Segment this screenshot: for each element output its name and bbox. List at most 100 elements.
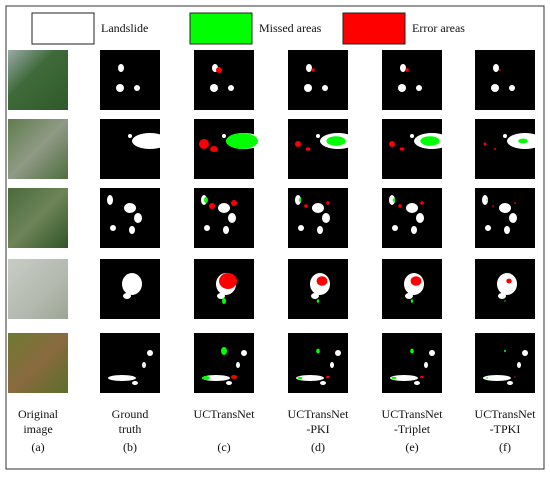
column-caption: -PKI	[306, 422, 329, 436]
landslide-region	[398, 84, 406, 92]
landslide-region	[335, 350, 341, 356]
landslide-region	[228, 85, 234, 91]
landslide-region	[414, 381, 420, 385]
landslide-region	[429, 350, 435, 356]
error-region	[304, 204, 308, 208]
landslide-region	[390, 375, 418, 381]
landslide-region	[124, 203, 136, 213]
landslide-region	[116, 84, 124, 92]
column-letter: (b)	[123, 440, 137, 454]
error-region	[493, 148, 497, 150]
landslide-region	[389, 195, 395, 205]
landslide-region	[493, 64, 499, 72]
column-caption: -TPKI	[490, 422, 521, 436]
landslide-region	[322, 85, 328, 91]
column-letter: (a)	[31, 440, 44, 454]
landslide-region	[134, 85, 140, 91]
landslide-region	[330, 362, 334, 368]
landslide-region	[483, 375, 511, 381]
landslide-region	[142, 362, 146, 368]
error-region	[514, 376, 516, 378]
missed-region	[504, 300, 506, 302]
error-region	[219, 273, 237, 289]
missed-region	[410, 348, 414, 354]
landslide-region	[217, 293, 225, 299]
missed-region	[391, 376, 397, 380]
landslide-region	[304, 84, 312, 92]
column-caption: UCTransNet	[194, 407, 256, 421]
error-region	[209, 203, 215, 209]
landslide-region	[298, 225, 304, 231]
original-image	[8, 333, 68, 393]
frame	[5, 5, 545, 470]
column-letter: (e)	[405, 440, 418, 454]
error-region	[506, 278, 512, 284]
missed-region	[504, 349, 506, 353]
mask-image	[194, 50, 254, 110]
error-region	[231, 200, 237, 206]
missed-region	[518, 138, 528, 144]
landslide-region	[110, 225, 116, 231]
error-region	[398, 204, 402, 208]
landslide-region	[503, 134, 507, 138]
error-region	[326, 375, 330, 379]
landslide-region	[316, 134, 320, 138]
landslide-region	[228, 213, 236, 223]
landslide-region	[128, 134, 132, 138]
landslide-region	[522, 350, 528, 356]
error-region	[399, 147, 405, 151]
error-region	[326, 201, 330, 205]
landslide-region	[405, 293, 413, 299]
mask-image	[288, 119, 348, 179]
landslide-region	[311, 293, 319, 299]
landslide-region	[210, 84, 218, 92]
missed-region	[326, 136, 346, 146]
landslide-region	[424, 362, 428, 368]
missed-region	[298, 198, 302, 202]
missed-region	[316, 348, 320, 354]
column-caption: image	[23, 422, 52, 436]
legend-label: Error areas	[412, 21, 465, 35]
missed-region	[410, 299, 414, 303]
error-region	[199, 139, 209, 149]
error-region	[231, 375, 237, 379]
legend-swatch	[342, 12, 406, 45]
error-region	[514, 202, 516, 204]
error-region	[295, 141, 301, 147]
error-region	[420, 201, 424, 205]
landslide-region	[509, 85, 515, 91]
landslide-region	[411, 226, 417, 234]
mask-image	[382, 119, 442, 179]
landslide-region	[241, 350, 247, 356]
landslide-region	[485, 225, 491, 231]
column-letter: (c)	[217, 440, 230, 454]
mask-image	[100, 119, 160, 179]
original-image	[8, 50, 68, 110]
landslide-region	[317, 226, 323, 234]
original-image	[8, 188, 68, 248]
error-region	[410, 276, 422, 286]
column-caption: UCTransNet	[382, 407, 444, 421]
column-letter: (d)	[311, 440, 325, 454]
mask-image	[100, 333, 160, 393]
missed-region	[392, 198, 396, 202]
landslide-region	[497, 273, 517, 295]
error-region	[389, 141, 395, 147]
column-letter: (f)	[499, 440, 511, 454]
original-image	[8, 259, 68, 319]
mask-image	[288, 50, 348, 110]
missed-region	[486, 199, 488, 201]
landslide-region	[129, 226, 135, 234]
error-region	[316, 276, 328, 286]
error-region	[311, 68, 315, 72]
landslide-region	[222, 134, 226, 138]
legend-label: Landslide	[101, 21, 148, 35]
landslide-region	[406, 203, 418, 213]
mask-image	[382, 50, 442, 110]
column-caption: UCTransNet	[288, 407, 350, 421]
mask-image	[100, 50, 160, 110]
missed-region	[202, 376, 210, 380]
landslide-region	[134, 213, 142, 223]
landslide-region	[132, 381, 138, 385]
